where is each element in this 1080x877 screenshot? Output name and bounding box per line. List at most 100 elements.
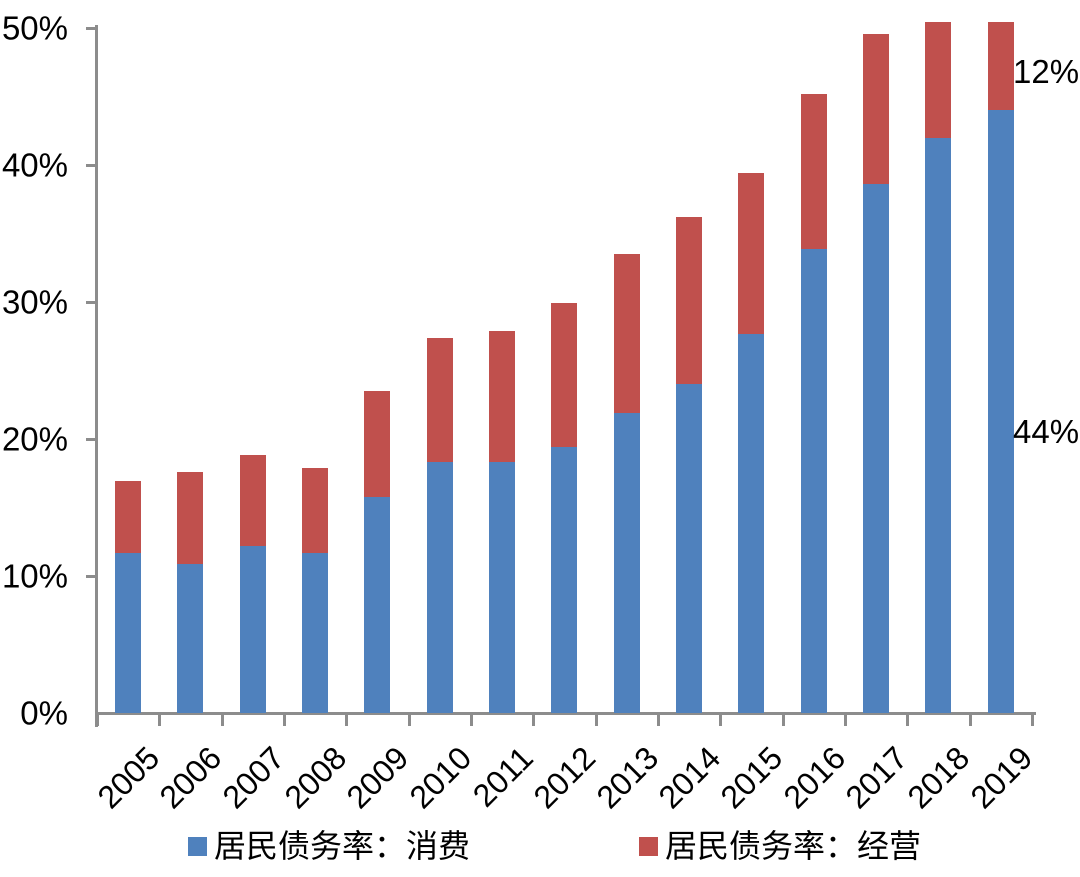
y-axis-label: 30% xyxy=(1,283,68,321)
bar-segment-consumption-2019 xyxy=(987,110,1014,713)
bar-segment-business-2005 xyxy=(115,481,142,553)
bar-segment-consumption-2011 xyxy=(489,462,516,713)
bar-segment-consumption-2005 xyxy=(115,552,142,713)
x-axis-label-2005: 2005 xyxy=(90,739,167,816)
bar-2015 xyxy=(738,22,765,713)
x-axis-label-2018: 2018 xyxy=(900,739,977,816)
bar-2010 xyxy=(426,22,453,713)
bar-segment-consumption-2007 xyxy=(239,545,266,713)
x-axis-tick xyxy=(407,714,411,726)
bar-segment-consumption-2013 xyxy=(613,412,640,713)
x-axis-tick xyxy=(282,714,286,726)
x-axis-label-2008: 2008 xyxy=(277,739,354,816)
bar-segment-business-2012 xyxy=(551,303,578,448)
x-axis-tick xyxy=(656,714,660,726)
x-axis-tick xyxy=(906,714,910,726)
bar-segment-consumption-2017 xyxy=(863,184,890,713)
bar-segment-consumption-2015 xyxy=(738,333,765,713)
bar-segment-consumption-2016 xyxy=(800,248,827,713)
bar-segment-business-2014 xyxy=(676,217,703,385)
bar-segment-business-2011 xyxy=(489,330,516,463)
x-axis-tick xyxy=(469,714,473,726)
bar-segment-business-2006 xyxy=(177,471,204,564)
bar-segment-consumption-2018 xyxy=(925,137,952,713)
y-axis-tick xyxy=(86,300,96,304)
x-axis-label-2015: 2015 xyxy=(713,739,790,816)
bar-segment-business-2008 xyxy=(302,467,329,553)
x-axis-tick xyxy=(843,714,847,726)
y-axis-label: 10% xyxy=(1,557,68,595)
x-axis-tick xyxy=(220,714,224,726)
x-axis-tick xyxy=(781,714,785,726)
y-axis-tick xyxy=(86,163,96,167)
bar-segment-consumption-2008 xyxy=(302,552,329,713)
bar-2011 xyxy=(489,22,516,713)
bar-segment-business-2019 xyxy=(987,22,1014,111)
data-label-2019-business: 12% xyxy=(1013,53,1080,90)
x-axis-tick xyxy=(1030,714,1034,726)
bar-2007 xyxy=(239,22,266,713)
y-axis-line xyxy=(95,25,98,727)
x-axis-label-2017: 2017 xyxy=(838,739,915,816)
legend: 居民债务率：消费 居民债务率：经营 xyxy=(0,826,1080,866)
legend-swatch-icon xyxy=(188,836,207,856)
x-axis-tick xyxy=(968,714,972,726)
y-axis-label: 50% xyxy=(1,9,68,47)
x-axis-label-2019: 2019 xyxy=(963,739,1039,816)
bar-segment-business-2018 xyxy=(925,22,952,138)
bar-segment-business-2016 xyxy=(800,93,827,249)
bar-2014 xyxy=(676,22,703,713)
y-axis-tick xyxy=(86,437,96,441)
bar-2019 xyxy=(987,22,1014,713)
bar-segment-business-2017 xyxy=(863,33,890,185)
bar-2006 xyxy=(177,22,204,713)
bar-segment-business-2007 xyxy=(239,455,266,546)
y-axis-label: 0% xyxy=(20,694,68,732)
bar-2012 xyxy=(551,22,578,713)
x-axis-label-2011: 2011 xyxy=(466,739,541,814)
bar-segment-consumption-2010 xyxy=(426,462,453,713)
bar-segment-business-2009 xyxy=(364,391,391,497)
legend-label: 居民债务率：经营 xyxy=(665,828,922,864)
bar-segment-business-2010 xyxy=(426,337,453,463)
bar-2016 xyxy=(800,22,827,713)
x-axis-tick xyxy=(96,714,99,726)
legend-item-consumption: 居民债务率：消费 xyxy=(188,826,470,866)
x-axis-tick xyxy=(345,714,349,726)
x-axis-tick xyxy=(532,714,536,726)
x-axis-tick xyxy=(158,714,162,726)
bar-segment-business-2013 xyxy=(613,254,640,413)
bar-segment-consumption-2006 xyxy=(177,563,204,713)
x-axis-label-2009: 2009 xyxy=(339,739,416,816)
bar-2009 xyxy=(364,22,391,713)
y-axis-label: 40% xyxy=(1,146,68,184)
bar-segment-consumption-2012 xyxy=(551,447,578,713)
bar-segment-consumption-2009 xyxy=(364,496,391,713)
bar-2017 xyxy=(863,22,890,713)
plot-area xyxy=(97,22,1035,713)
y-axis-tick xyxy=(86,26,96,30)
bar-2018 xyxy=(925,22,952,713)
data-label-2019-consumption: 44% xyxy=(1013,413,1080,450)
y-axis-tick xyxy=(86,574,96,578)
bar-2008 xyxy=(302,22,329,713)
bar-2013 xyxy=(613,22,640,713)
x-axis-tick xyxy=(719,714,723,726)
x-axis-label-2010: 2010 xyxy=(402,739,478,816)
bar-segment-consumption-2014 xyxy=(676,384,703,713)
x-axis-label-2016: 2016 xyxy=(776,739,852,816)
x-axis-line xyxy=(95,712,1036,715)
legend-item-business: 居民债务率：经营 xyxy=(639,826,921,866)
x-axis-label-2012: 2012 xyxy=(526,739,603,816)
legend-label: 居民债务率：消费 xyxy=(214,828,471,864)
bar-2005 xyxy=(115,22,142,713)
y-axis-label: 20% xyxy=(1,420,68,458)
bar-segment-business-2015 xyxy=(738,173,765,334)
legend-swatch-icon xyxy=(639,836,658,856)
x-axis-tick xyxy=(594,714,598,726)
x-axis-label-2007: 2007 xyxy=(215,739,291,816)
x-axis-label-2014: 2014 xyxy=(651,739,728,816)
x-axis-label-2013: 2013 xyxy=(589,739,665,816)
x-axis-label-2006: 2006 xyxy=(152,739,229,816)
